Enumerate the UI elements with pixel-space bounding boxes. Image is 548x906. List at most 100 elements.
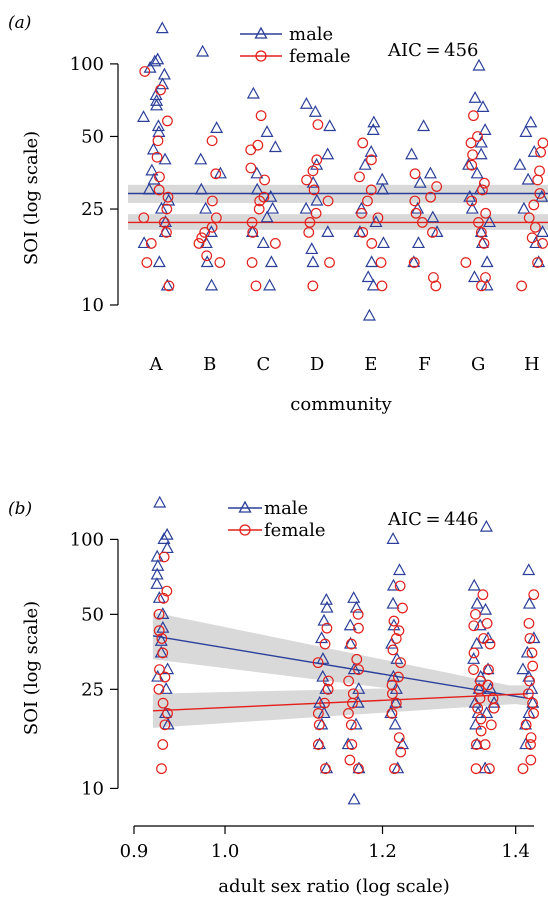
male-point: [417, 119, 431, 132]
male-point: [299, 97, 313, 109]
female-point: [353, 622, 364, 634]
female-point: [388, 615, 400, 627]
female-point: [254, 195, 266, 207]
female-point: [390, 697, 402, 709]
female-point: [525, 732, 537, 743]
male-point: [347, 662, 361, 675]
female-point: [482, 679, 494, 691]
female-point: [392, 671, 404, 683]
male-point: [465, 201, 479, 214]
male-point: [480, 278, 494, 291]
female-point: [468, 110, 479, 122]
female-point: [537, 137, 548, 149]
female-point: [430, 280, 442, 292]
panel-b: (b) 10 25 50 100 0.9 1.0 1.2 1.4 male female AI…: [8, 495, 541, 897]
panel-b-label: (b): [8, 499, 32, 519]
x-tick-label: 1.2: [368, 841, 397, 862]
female-point: [526, 232, 538, 244]
male-point: [347, 792, 361, 805]
male-point: [147, 172, 161, 185]
male-point: [323, 119, 337, 132]
male-point: [479, 519, 493, 532]
male-point: [468, 91, 482, 103]
female-point: [206, 195, 218, 207]
female-fit-band: [152, 685, 528, 728]
male-point: [367, 115, 381, 128]
female-point: [534, 165, 545, 177]
female-point: [151, 151, 163, 163]
female-point: [310, 207, 322, 219]
female-point: [475, 713, 487, 725]
female-point: [199, 227, 211, 238]
male-point: [344, 636, 358, 649]
female-point: [393, 732, 405, 743]
female-point: [468, 664, 479, 676]
female-point: [528, 199, 540, 211]
male-point: [470, 737, 484, 750]
male-point: [426, 210, 440, 223]
panel-a-axes: 10 25 50 100 A B C D E F G H: [70, 54, 540, 375]
female-point: [345, 719, 357, 731]
male-point: [365, 255, 379, 268]
male-point: [516, 662, 530, 675]
male-point: [153, 495, 167, 508]
female-point: [362, 195, 373, 207]
male-point: [151, 119, 165, 132]
female-point: [139, 66, 151, 77]
female-point: [387, 644, 399, 656]
male-point: [525, 682, 539, 694]
female-point: [534, 188, 546, 199]
female-point: [478, 633, 489, 644]
x-tick-label: D: [310, 354, 324, 375]
male-point: [384, 706, 398, 719]
male-point: [156, 620, 170, 633]
female-point: [201, 250, 213, 262]
female-point: [245, 162, 257, 174]
female-point: [395, 746, 407, 758]
panel-a: (a) 10 25 50 100 A B C D E F G H male female AIC = …: [8, 13, 548, 415]
male-point: [467, 652, 481, 664]
male-point: [517, 201, 531, 214]
female-point: [517, 763, 529, 775]
male-point: [389, 695, 403, 708]
female-point: [488, 702, 500, 714]
male-point: [150, 93, 164, 106]
male-point: [388, 717, 402, 730]
male-point: [194, 182, 208, 195]
male-point: [354, 201, 368, 214]
male-point: [260, 125, 274, 137]
female-point: [246, 257, 258, 268]
male-point: [205, 278, 219, 291]
female-point: [481, 617, 493, 629]
y-tick-label: 25: [81, 679, 104, 700]
y-tick-label: 25: [81, 199, 104, 220]
x-tick-label: C: [257, 354, 271, 375]
male-point: [376, 236, 390, 249]
female-point: [138, 212, 150, 224]
female-point: [321, 622, 333, 634]
male-point: [389, 682, 403, 694]
panel-a-xlabel: community: [290, 394, 392, 415]
male-point: [157, 532, 171, 544]
female-point: [477, 184, 488, 196]
male-fit-line: [152, 635, 529, 700]
male-point: [196, 44, 210, 57]
male-point: [476, 100, 490, 112]
female-point: [523, 617, 535, 629]
male-point: [474, 669, 488, 682]
male-point: [352, 761, 366, 774]
male-point: [481, 662, 495, 675]
male-point: [396, 737, 410, 750]
male-point: [155, 21, 169, 34]
female-point: [366, 238, 378, 249]
female-point: [154, 171, 165, 183]
female-point: [357, 137, 369, 149]
male-point: [470, 636, 484, 649]
female-point: [468, 620, 480, 632]
male-point: [317, 706, 331, 719]
y-tick-label: 10: [81, 295, 104, 316]
male-point: [260, 210, 274, 223]
female-point: [210, 212, 222, 224]
female-point: [527, 697, 538, 709]
